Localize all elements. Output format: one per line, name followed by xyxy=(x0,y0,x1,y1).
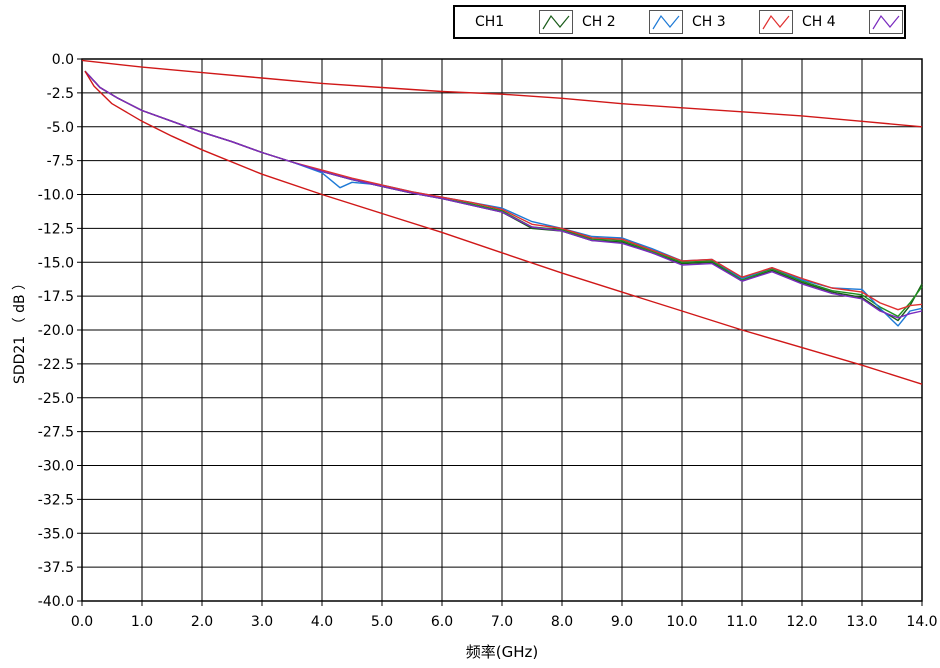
x-tick-label: 14.0 xyxy=(906,614,937,630)
legend-item-ch4: CH 4 xyxy=(800,7,870,37)
x-tick-label: 7.0 xyxy=(491,614,513,630)
x-tick-label: 11.0 xyxy=(726,614,757,630)
y-tick-label: -40.0 xyxy=(38,594,74,610)
y-tick-label: -20.0 xyxy=(38,323,74,339)
y-tick-label: -25.0 xyxy=(38,391,74,407)
grid: 0.0 1.0 2.0 3.0 4.0 5.0 6.0 7.0 8.0 9.0 10.0 11.0 12… xyxy=(38,52,938,630)
x-tick-label: 12.0 xyxy=(786,614,817,630)
y-tick-label: -30.0 xyxy=(38,459,74,475)
y-tick-label: -2.5 xyxy=(47,86,74,102)
x-tick-label: 2.0 xyxy=(191,614,213,630)
legend: CH1 CH 2 CH 3 CH 4 xyxy=(453,5,906,39)
legend-swatch-ch4 xyxy=(869,10,903,34)
y-tick-label: 0.0 xyxy=(52,52,74,68)
legend-label-ch4: CH 4 xyxy=(802,14,836,30)
series-line-6 xyxy=(81,59,923,128)
series-line-7 xyxy=(84,70,923,385)
y-tick-label: -27.5 xyxy=(38,425,74,441)
legend-swatch-ch2 xyxy=(649,10,683,34)
x-tick-label: 13.0 xyxy=(846,614,877,630)
y-tick-label: -7.5 xyxy=(47,154,74,170)
legend-swatch-ch1 xyxy=(539,10,573,34)
x-tick-label: 4.0 xyxy=(311,614,333,630)
legend-swatch-ch3 xyxy=(759,10,793,34)
legend-label-ch2: CH 2 xyxy=(582,14,616,30)
x-tick-label: 0.0 xyxy=(71,614,93,630)
y-tick-label: -32.5 xyxy=(38,492,74,508)
legend-item-ch1: CH1 xyxy=(455,7,539,37)
x-tick-label: 1.0 xyxy=(131,614,153,630)
x-tick-label: 9.0 xyxy=(611,614,633,630)
x-tick-label: 10.0 xyxy=(666,614,697,630)
y-tick-label: -35.0 xyxy=(38,526,74,542)
y-axis-label: SDD21 （ dB ） xyxy=(12,276,28,384)
legend-label-ch1: CH1 xyxy=(475,14,505,30)
y-tick-label: -37.5 xyxy=(38,560,74,576)
plot-frame xyxy=(81,58,923,602)
series-line-5 xyxy=(84,70,923,319)
legend-item-ch3: CH 3 xyxy=(690,7,760,37)
y-tick-label: -22.5 xyxy=(38,357,74,373)
x-tick-label: 6.0 xyxy=(431,614,453,630)
y-tick-label: -15.0 xyxy=(38,255,74,271)
x-tick-label: 3.0 xyxy=(251,614,273,630)
y-tick-label: -5.0 xyxy=(47,120,74,136)
x-tick-label: 5.0 xyxy=(371,614,393,630)
legend-label-ch3: CH 3 xyxy=(692,14,726,30)
legend-item-ch2: CH 2 xyxy=(580,7,650,37)
y-tick-label: -12.5 xyxy=(38,221,74,237)
y-tick-label: -10.0 xyxy=(38,188,74,204)
x-axis-label: 频率(GHz) xyxy=(466,643,538,661)
y-tick-label: -17.5 xyxy=(38,289,74,305)
series-group xyxy=(81,59,923,385)
x-tick-label: 8.0 xyxy=(551,614,573,630)
